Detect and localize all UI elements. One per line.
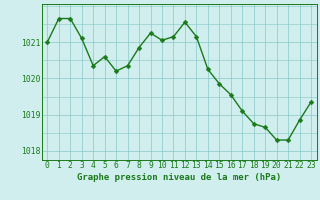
X-axis label: Graphe pression niveau de la mer (hPa): Graphe pression niveau de la mer (hPa) [77, 173, 281, 182]
